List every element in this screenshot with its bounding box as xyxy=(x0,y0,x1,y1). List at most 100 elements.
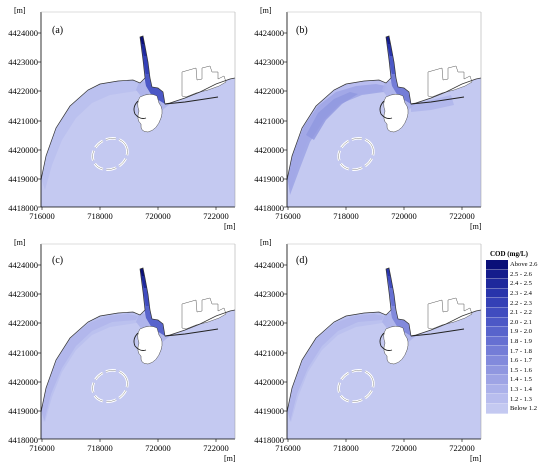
cod-map xyxy=(284,243,482,442)
coastline xyxy=(286,35,482,181)
y-tick: 4424000 xyxy=(8,28,38,38)
legend-entry: Below 1.2 xyxy=(486,403,546,414)
harbor-basin xyxy=(427,297,473,330)
map-panel-c: [m] 4424000 4423000 4422000 4421000 4420… xyxy=(0,232,240,463)
map-panel-b: [m] 4424000 4423000 4422000 4421000 4420… xyxy=(246,0,486,231)
legend-label: 1.5 - 1.6 xyxy=(510,366,532,374)
island xyxy=(137,94,163,133)
x-tick: 718000 xyxy=(333,443,359,453)
legend-label: Below 1.2 xyxy=(510,405,538,413)
legend-swatch xyxy=(486,355,508,366)
x-tick: 722000 xyxy=(203,443,229,453)
legend-swatch xyxy=(486,317,508,328)
ring-breakwater-outline xyxy=(338,138,374,170)
x-tick: 722000 xyxy=(449,443,475,453)
coastline xyxy=(286,267,482,413)
y-tick: 4423000 xyxy=(8,289,38,299)
harbor-basin xyxy=(181,65,227,98)
coastal-band xyxy=(41,314,138,422)
legend-swatch xyxy=(486,346,508,356)
harbor-basin xyxy=(427,65,473,98)
legend-swatch xyxy=(486,403,508,414)
legend-entry: 2.4 - 2.5 xyxy=(486,279,546,289)
sea-area xyxy=(287,268,481,439)
cod-map xyxy=(38,11,236,210)
x-tick: 720000 xyxy=(145,211,171,221)
legend-entry: 2.3 - 2.4 xyxy=(486,288,546,299)
breakwater-line xyxy=(164,96,219,105)
x-unit-label: [m] xyxy=(224,454,236,463)
x-unit-label: [m] xyxy=(224,222,236,231)
y-tick: 4421000 xyxy=(8,348,38,358)
legend-entry: 1.8 - 1.9 xyxy=(486,336,546,347)
river-channel xyxy=(386,36,391,44)
legend-swatch xyxy=(486,288,508,299)
river-mouth-band xyxy=(411,95,454,112)
y-tick: 4423000 xyxy=(254,289,284,299)
legend-swatch xyxy=(486,307,508,318)
x-tick: 716000 xyxy=(275,443,301,453)
legend-entry: 1.3 - 1.4 xyxy=(486,384,546,395)
legend-swatch xyxy=(486,365,508,376)
legend-entry: 1.2 - 1.3 xyxy=(486,394,546,404)
groin-structure xyxy=(133,332,147,351)
legend-label: Above 2.6 xyxy=(510,261,538,269)
y-tick: 4419000 xyxy=(8,406,38,416)
groin-structure xyxy=(379,100,393,119)
legend-label: 1.3 - 1.4 xyxy=(510,386,532,394)
legend-label: 1.7 - 1.8 xyxy=(510,347,532,355)
island xyxy=(383,326,409,365)
x-tick: 722000 xyxy=(203,211,229,221)
legend-label: 2.3 - 2.4 xyxy=(510,290,532,298)
legend-entry: 1.7 - 1.8 xyxy=(486,346,546,356)
legend-swatch xyxy=(486,269,508,280)
x-tick: 718000 xyxy=(87,211,113,221)
cod-map xyxy=(284,11,482,210)
land-area xyxy=(287,12,481,180)
legend-label: 1.8 - 1.9 xyxy=(510,338,532,346)
legend-label: 2.5 - 2.6 xyxy=(510,270,532,278)
harbor-basin xyxy=(181,297,227,330)
legend-swatch xyxy=(486,279,508,289)
sea-area xyxy=(287,36,481,207)
legend-entry: 1.4 - 1.5 xyxy=(486,375,546,385)
legend-label: 2.1 - 2.2 xyxy=(510,309,532,317)
map-panel-d: [m] 4424000 4423000 4422000 4421000 4420… xyxy=(246,232,486,463)
legend-entry: 2.0 - 2.1 xyxy=(486,317,546,328)
island xyxy=(383,94,409,133)
y-tick: 4420000 xyxy=(8,377,38,387)
panel-label: (a) xyxy=(52,25,64,36)
y-tick: 4418000 xyxy=(254,203,284,213)
y-unit-label: [m] xyxy=(260,6,272,15)
ring-breakwater-outline xyxy=(338,370,374,402)
river-channel xyxy=(140,36,145,44)
groin-structure xyxy=(133,100,147,119)
land-area xyxy=(287,244,481,412)
groin-structure xyxy=(379,332,393,351)
x-tick: 718000 xyxy=(87,443,113,453)
legend-entry: 1.5 - 1.6 xyxy=(486,365,546,376)
ring-breakwater-outline xyxy=(92,370,128,402)
coastal-band xyxy=(306,92,358,140)
legend-entry: Above 2.6 xyxy=(486,260,546,270)
legend-swatch xyxy=(486,384,508,395)
x-tick: 720000 xyxy=(145,443,171,453)
cod-map xyxy=(38,243,236,442)
legend-swatch xyxy=(486,394,508,404)
legend-entries: Above 2.6 2.5 - 2.6 2.4 - 2.5 2.3 - 2.4 2.2 … xyxy=(486,260,546,414)
x-unit-label: [m] xyxy=(470,454,482,463)
legend-label: 1.2 - 1.3 xyxy=(510,395,532,403)
x-tick: 720000 xyxy=(391,443,417,453)
breakwater-line xyxy=(410,328,465,337)
y-tick: 4422000 xyxy=(8,318,38,328)
cod-legend: COD (mg/L) Above 2.6 2.5 - 2.6 2.4 - 2.5 2.… xyxy=(486,250,546,414)
y-tick: 4419000 xyxy=(8,174,38,184)
legend-swatch xyxy=(486,375,508,385)
y-tick: 4423000 xyxy=(254,57,284,67)
x-tick: 716000 xyxy=(29,211,55,221)
y-tick: 4424000 xyxy=(8,260,38,270)
x-tick: 716000 xyxy=(275,211,301,221)
river-channel xyxy=(140,268,145,276)
x-tick: 718000 xyxy=(333,211,359,221)
y-tick: 4424000 xyxy=(254,260,284,270)
